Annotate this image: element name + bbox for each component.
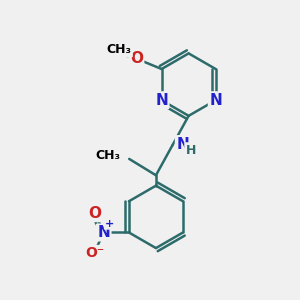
Text: O: O bbox=[88, 206, 101, 221]
Text: N: N bbox=[155, 93, 168, 108]
Text: N: N bbox=[97, 225, 110, 240]
Text: O⁻: O⁻ bbox=[85, 246, 104, 260]
Text: O: O bbox=[130, 51, 143, 66]
Text: N: N bbox=[176, 136, 189, 152]
Text: CH₃: CH₃ bbox=[95, 149, 120, 162]
Text: CH₃: CH₃ bbox=[106, 43, 132, 56]
Text: N: N bbox=[209, 93, 222, 108]
Text: +: + bbox=[105, 219, 114, 229]
Text: H: H bbox=[185, 143, 196, 157]
